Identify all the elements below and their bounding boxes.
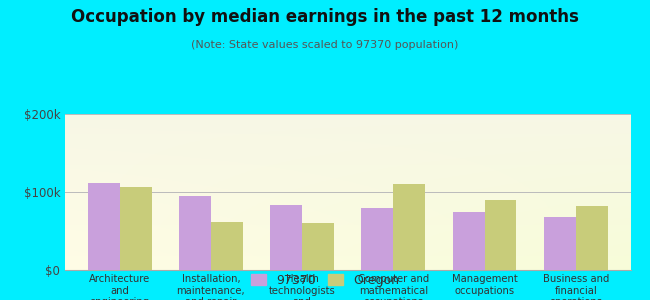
Bar [270, 205, 302, 270]
Bar [88, 183, 120, 270]
Bar [179, 196, 211, 270]
Bar [120, 187, 151, 270]
Bar [302, 223, 334, 270]
Bar [452, 212, 484, 270]
Bar [484, 200, 517, 270]
Bar [361, 208, 393, 270]
Bar [393, 184, 425, 270]
Text: Occupation by median earnings in the past 12 months: Occupation by median earnings in the pas… [71, 8, 579, 26]
Legend: 97370, Oregon: 97370, Oregon [247, 270, 403, 291]
Bar [576, 206, 608, 270]
Text: (Note: State values scaled to 97370 population): (Note: State values scaled to 97370 popu… [191, 40, 459, 50]
Bar [544, 217, 576, 270]
Bar [211, 222, 243, 270]
